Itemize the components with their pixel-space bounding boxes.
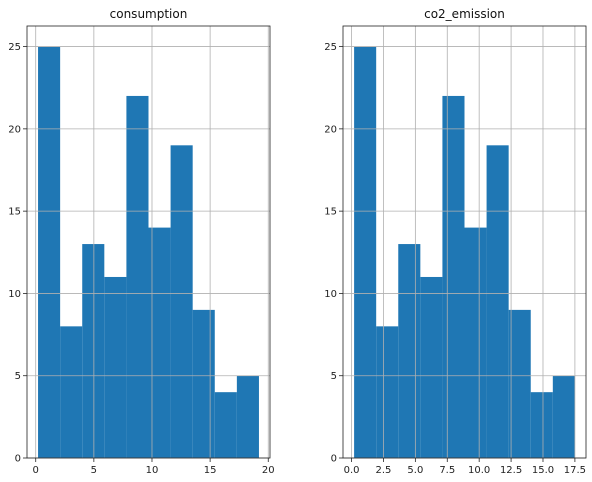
chart-title: consumption: [110, 7, 188, 21]
plot-frame: [342, 25, 587, 459]
x-tick-label: 2.5: [376, 465, 392, 476]
histogram-bar-0: [38, 46, 61, 458]
co2-emission-histogram-panel: 0.0 2.5 5.0 7.5 10.0 12.5 15.0 17.5 0 5 10 15 20 25 co…: [324, 7, 587, 476]
x-tick-label: 15: [204, 465, 217, 476]
y-tick-label: 20: [8, 124, 21, 135]
y-tick-label: 20: [324, 124, 337, 135]
x-tick-label: 7.5: [439, 465, 455, 476]
y-tick-label: 0: [15, 454, 21, 465]
histogram-bar-5: [464, 227, 487, 458]
chart-title: co2_emission: [424, 7, 505, 21]
histogram-bar-5: [148, 227, 171, 458]
histogram-bar-6: [486, 145, 509, 459]
x-tick-label: 0.0: [344, 465, 360, 476]
y-tick-label: 25: [8, 42, 21, 53]
histogram-bar-7: [508, 309, 531, 458]
x-tick-label: 10.0: [468, 465, 490, 476]
x-tick-label: 12.5: [500, 465, 522, 476]
histogram-bar-3: [104, 276, 127, 458]
histogram-bar-2: [398, 244, 421, 458]
y-tick-label: 5: [331, 371, 337, 382]
x-tick-label: 20: [262, 465, 275, 476]
histogram-bar-0: [354, 46, 377, 458]
histogram-bar-3: [420, 276, 443, 458]
y-tick-label: 15: [8, 207, 21, 218]
plot-frame: [26, 25, 271, 459]
histogram-bar-1: [376, 326, 399, 458]
x-tick-label: 0: [33, 465, 39, 476]
histogram-bar-4: [126, 95, 149, 458]
x-tick-label: 17.5: [564, 465, 586, 476]
y-tick-label: 15: [324, 207, 337, 218]
histogram-bar-8: [530, 392, 553, 458]
x-tick-label: 15.0: [532, 465, 554, 476]
x-tick-label: 5: [91, 465, 97, 476]
y-tick-label: 10: [8, 289, 21, 300]
histogram-bar-1: [60, 326, 83, 458]
y-tick-label: 5: [15, 371, 21, 382]
histogram-bar-4: [442, 95, 465, 458]
y-tick-label: 0: [331, 454, 337, 465]
x-tick-label: 5.0: [407, 465, 423, 476]
y-tick-label: 25: [324, 42, 337, 53]
histogram-bar-9: [552, 375, 575, 458]
x-tick-label: 10: [146, 465, 159, 476]
histogram-bar-7: [192, 309, 215, 458]
histogram-bar-6: [170, 145, 193, 459]
y-tick-label: 10: [324, 289, 337, 300]
consumption-histogram-panel: 0 5 10 15 20 0 5 10 15 20 25 consumption: [8, 7, 274, 476]
histogram-bar-8: [214, 392, 237, 458]
histogram-bar-9: [236, 375, 259, 458]
histogram-bar-2: [82, 244, 105, 458]
